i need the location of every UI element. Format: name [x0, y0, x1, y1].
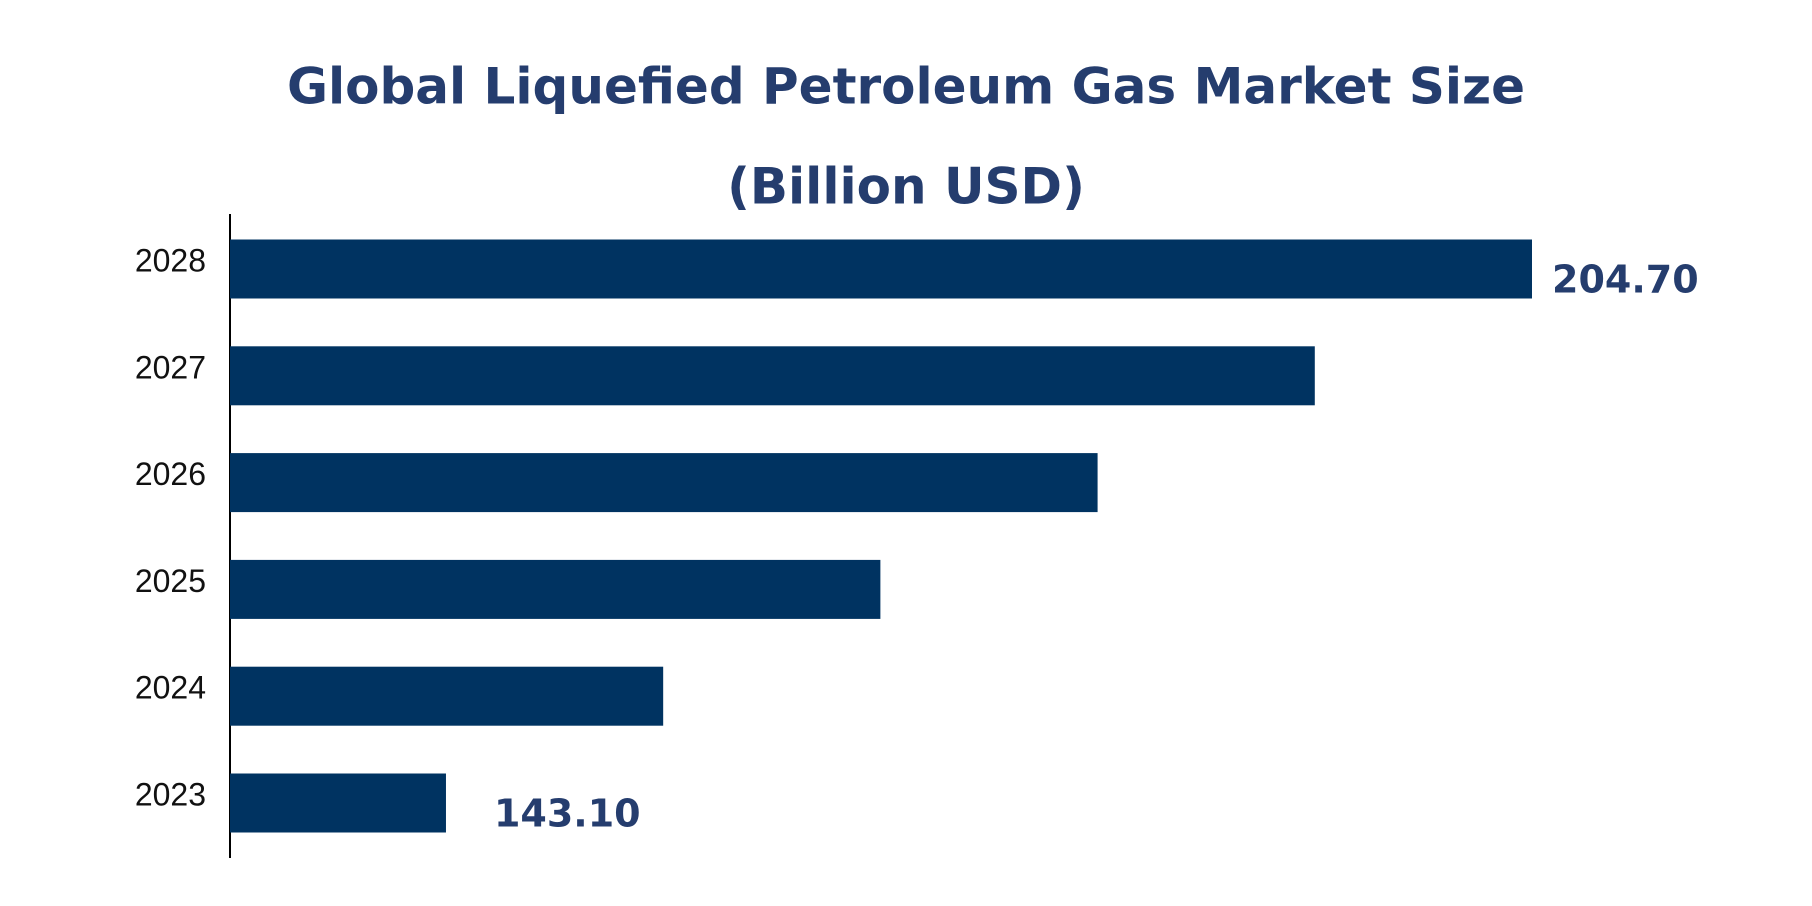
y-tick-label: 2026 [135, 456, 206, 492]
y-tick-label: 2023 [135, 776, 206, 812]
y-tick-label: 2027 [135, 349, 206, 385]
y-tick-label: 2025 [135, 563, 206, 599]
bar [230, 239, 1532, 299]
bar [230, 559, 881, 619]
bar [230, 346, 1315, 406]
bar [230, 773, 446, 833]
y-tick-label: 2028 [135, 242, 206, 278]
value-label: 143.10 [494, 792, 641, 836]
y-tick-label: 2024 [135, 670, 206, 706]
chart-title: Global Liquefied Petroleum Gas Market Si… [287, 58, 1525, 116]
chart-subtitle: (Billion USD) [727, 158, 1085, 216]
bar [230, 453, 1098, 513]
value-label: 204.70 [1552, 258, 1699, 302]
bar [230, 666, 664, 726]
